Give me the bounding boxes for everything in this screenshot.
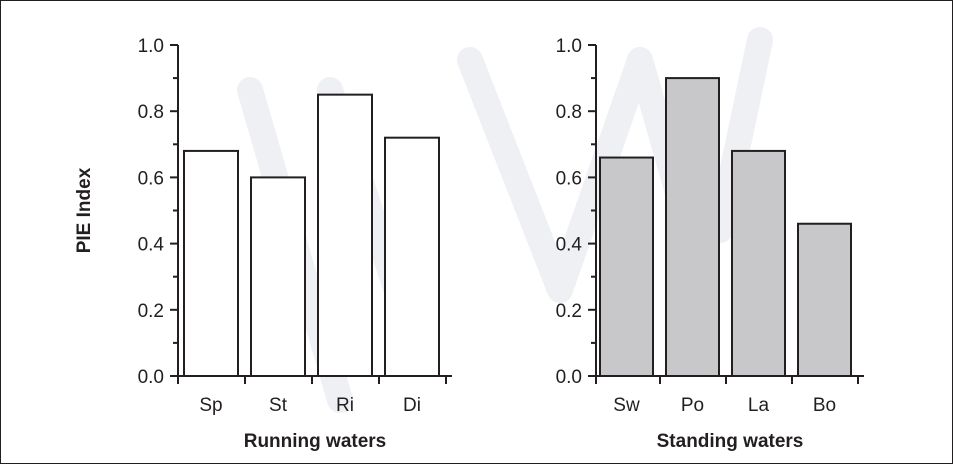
y-tick-label: 0.0: [138, 367, 164, 388]
bar-di: [384, 136, 440, 377]
bar-po: [665, 77, 720, 377]
x-axis-title: Running waters: [244, 431, 387, 452]
bar-ri: [317, 93, 373, 378]
bar-bo: [797, 222, 852, 377]
x-tick-label-sp: Sp: [199, 395, 222, 416]
x-tick-label-sw: Sw: [613, 395, 640, 416]
chart-panel-1: 0.0 0.2 0.4 0.6 0.8 1.0 Sp St Ri Di Running waters…: [74, 36, 452, 452]
x-tick-label-po: Po: [681, 395, 704, 416]
x-tick-label-bo: Bo: [813, 395, 836, 416]
x-tick-label-ri: Ri: [336, 395, 354, 416]
bar-la: [731, 149, 786, 377]
x-tick-label-st: St: [269, 395, 288, 416]
y-tick-label: 0.6: [556, 168, 582, 189]
y-tick-label: 0.4: [138, 235, 165, 256]
y-tick-label: 1.0: [556, 36, 582, 57]
bar-sp: [183, 149, 239, 377]
y-tick-label: 0.8: [556, 102, 582, 123]
bar-st: [250, 176, 306, 377]
y-tick-label: 0.8: [138, 102, 164, 123]
chart-panel-2: 0.0 0.2 0.4 0.6 0.8 1.0 Sw Po La Bo Standing water…: [556, 36, 864, 452]
x-axis-title: Standing waters: [657, 431, 804, 452]
y-tick-label: 1.0: [138, 36, 164, 57]
x-tick-label-di: Di: [403, 395, 421, 416]
bar-sw: [599, 156, 654, 377]
y-tick-label: 0.2: [556, 301, 582, 322]
y-tick-label: 0.2: [138, 301, 164, 322]
y-axis-title: PIE Index: [74, 167, 95, 253]
y-tick-label: 0.6: [138, 168, 164, 189]
y-tick-label: 0.0: [556, 367, 582, 388]
y-tick-label: 0.4: [556, 235, 583, 256]
x-tick-label-la: La: [748, 395, 770, 416]
